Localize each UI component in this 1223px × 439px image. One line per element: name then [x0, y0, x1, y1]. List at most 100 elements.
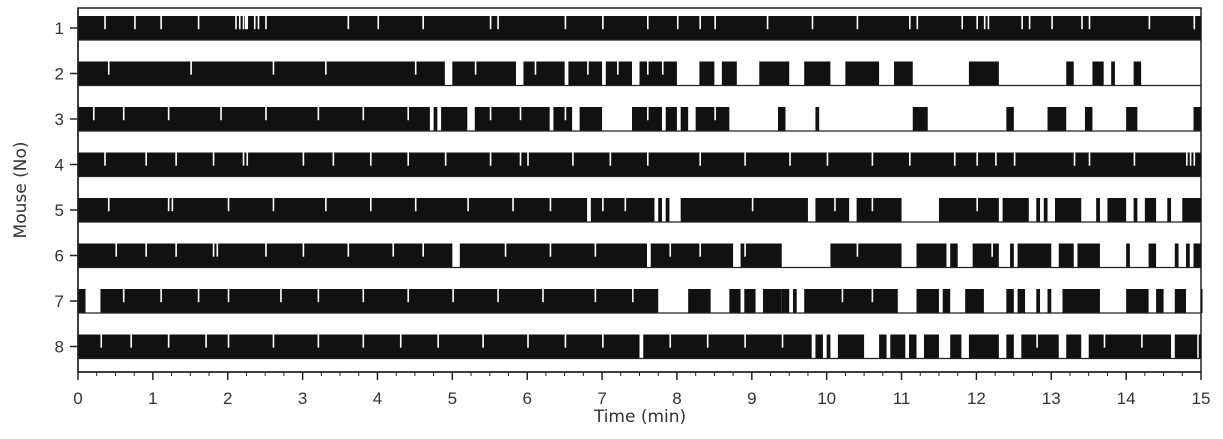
activity-gap — [646, 61, 649, 75]
activity-block — [632, 107, 662, 131]
activity-gap — [856, 243, 859, 257]
activity-block — [1186, 243, 1190, 268]
x-tick-label: 11 — [893, 389, 911, 408]
x-tick-label: 6 — [522, 389, 531, 408]
activity-gap — [646, 16, 649, 30]
activity-gap — [1189, 152, 1192, 166]
x-tick-label: 15 — [1192, 389, 1211, 408]
activity-block — [579, 107, 603, 131]
activity-gap — [437, 334, 439, 348]
activity-gap — [826, 152, 829, 166]
activity-gap — [280, 289, 282, 303]
activity-block — [100, 289, 659, 313]
activity-gap — [504, 243, 507, 257]
activity-block — [721, 61, 737, 86]
activity-gap — [377, 16, 380, 30]
y-tick-label: 1 — [55, 19, 64, 38]
activity-block — [1111, 61, 1115, 86]
y-axis: 1 2 3 4 5 6 7 8 — [55, 8, 79, 372]
activity-gap — [145, 152, 147, 166]
activity-block — [1144, 198, 1157, 222]
activity-block — [781, 289, 790, 313]
x-axis: 0 1 2 3 4 5 6 7 8 9 10 11 12 13 14 15 — [73, 371, 1211, 408]
activity-gap — [987, 16, 990, 30]
x-axis-label: Time (min) — [593, 407, 686, 427]
activity-gap — [407, 289, 410, 303]
activity-block — [968, 334, 999, 359]
activity-gap — [145, 243, 147, 257]
activity-block — [1126, 107, 1138, 131]
activity-block — [78, 334, 640, 359]
activity-gap — [953, 152, 956, 166]
activity-gap — [564, 16, 567, 30]
y-tick-label: 5 — [55, 201, 64, 220]
activity-block — [1006, 107, 1014, 131]
activity-block — [1077, 243, 1100, 268]
activity-block — [826, 334, 831, 359]
activity-gap — [602, 16, 604, 30]
activity-block — [968, 61, 999, 86]
activity-gap — [699, 243, 701, 257]
activity-gap — [811, 16, 814, 30]
x-tick-label: 4 — [373, 389, 382, 408]
activity-gap — [1088, 16, 1091, 30]
activity-gap — [609, 152, 612, 166]
y-tick-label: 6 — [55, 247, 64, 266]
activity-gap — [1103, 334, 1106, 348]
activity-gap — [602, 334, 604, 348]
activity-gap — [347, 243, 350, 257]
activity-gap — [602, 198, 604, 212]
activity-block — [1017, 289, 1026, 313]
activity-block — [474, 107, 550, 131]
activity-block — [942, 289, 951, 313]
activity-block — [78, 61, 445, 86]
activity-gap — [205, 334, 207, 348]
activity-gap — [1028, 16, 1031, 30]
activity-gap — [167, 107, 170, 121]
activity-gap — [624, 198, 627, 212]
activity-gap — [1088, 152, 1091, 166]
activity-block — [972, 243, 999, 268]
activity-gap — [265, 243, 267, 257]
activity-block — [1198, 334, 1201, 359]
activity-gap — [422, 16, 424, 30]
activity-gap — [422, 243, 424, 257]
y-tick-label: 8 — [55, 338, 64, 357]
x-tick-label: 10 — [817, 389, 836, 408]
activity-block — [837, 334, 865, 359]
activity-gap — [1081, 16, 1083, 30]
activity-block — [1058, 243, 1074, 268]
activity-gap — [916, 16, 919, 30]
activity-gap — [160, 289, 162, 303]
activity-gap — [104, 152, 106, 166]
activity-block — [729, 289, 741, 313]
activity-gap — [227, 198, 230, 212]
activity-block — [894, 61, 913, 86]
activity-gap — [272, 198, 275, 212]
activity-gap — [549, 198, 552, 212]
activity-block — [916, 243, 947, 268]
activity-gap — [175, 243, 177, 257]
activity-gap — [369, 198, 372, 212]
activity-gap — [1051, 16, 1053, 30]
activity-gap — [399, 334, 402, 348]
activity-gap — [991, 243, 993, 257]
activity-gap — [175, 152, 177, 166]
x-tick-label: 2 — [223, 389, 232, 408]
activity-gap — [474, 61, 477, 75]
activity-gap — [699, 152, 701, 166]
activity-gap — [489, 152, 492, 166]
activity-gap — [676, 16, 679, 30]
activity-block — [650, 243, 734, 268]
activity-gap — [961, 16, 964, 30]
activity-block — [804, 61, 831, 86]
activity-gap — [265, 107, 267, 121]
activity-gap — [362, 107, 365, 121]
activity-block — [639, 61, 677, 86]
activity-block — [1156, 289, 1164, 313]
activity-block — [78, 198, 588, 222]
activity-block — [1006, 289, 1014, 313]
activity-gap — [134, 16, 136, 30]
activity-block — [1174, 334, 1198, 359]
